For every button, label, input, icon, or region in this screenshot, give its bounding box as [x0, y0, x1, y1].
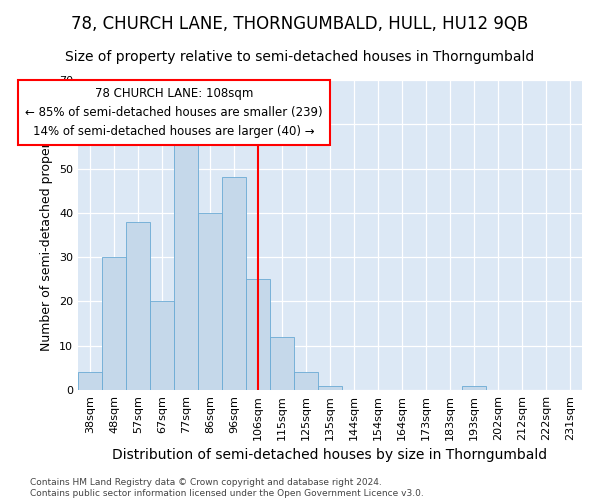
Text: Size of property relative to semi-detached houses in Thorngumbald: Size of property relative to semi-detach… — [65, 50, 535, 64]
X-axis label: Distribution of semi-detached houses by size in Thorngumbald: Distribution of semi-detached houses by … — [112, 448, 548, 462]
Bar — [126, 222, 150, 390]
Bar — [198, 213, 222, 390]
Bar — [78, 372, 102, 390]
Bar — [294, 372, 318, 390]
Bar — [222, 178, 246, 390]
Bar — [318, 386, 342, 390]
Text: Contains HM Land Registry data © Crown copyright and database right 2024.
Contai: Contains HM Land Registry data © Crown c… — [30, 478, 424, 498]
Bar — [270, 337, 294, 390]
Text: 78, CHURCH LANE, THORNGUMBALD, HULL, HU12 9QB: 78, CHURCH LANE, THORNGUMBALD, HULL, HU1… — [71, 15, 529, 33]
Text: 78 CHURCH LANE: 108sqm
← 85% of semi-detached houses are smaller (239)
14% of se: 78 CHURCH LANE: 108sqm ← 85% of semi-det… — [25, 86, 323, 138]
Y-axis label: Number of semi-detached properties: Number of semi-detached properties — [40, 120, 53, 350]
Bar — [246, 280, 270, 390]
Bar — [150, 302, 174, 390]
Bar — [102, 257, 126, 390]
Bar — [462, 386, 486, 390]
Bar — [174, 138, 198, 390]
